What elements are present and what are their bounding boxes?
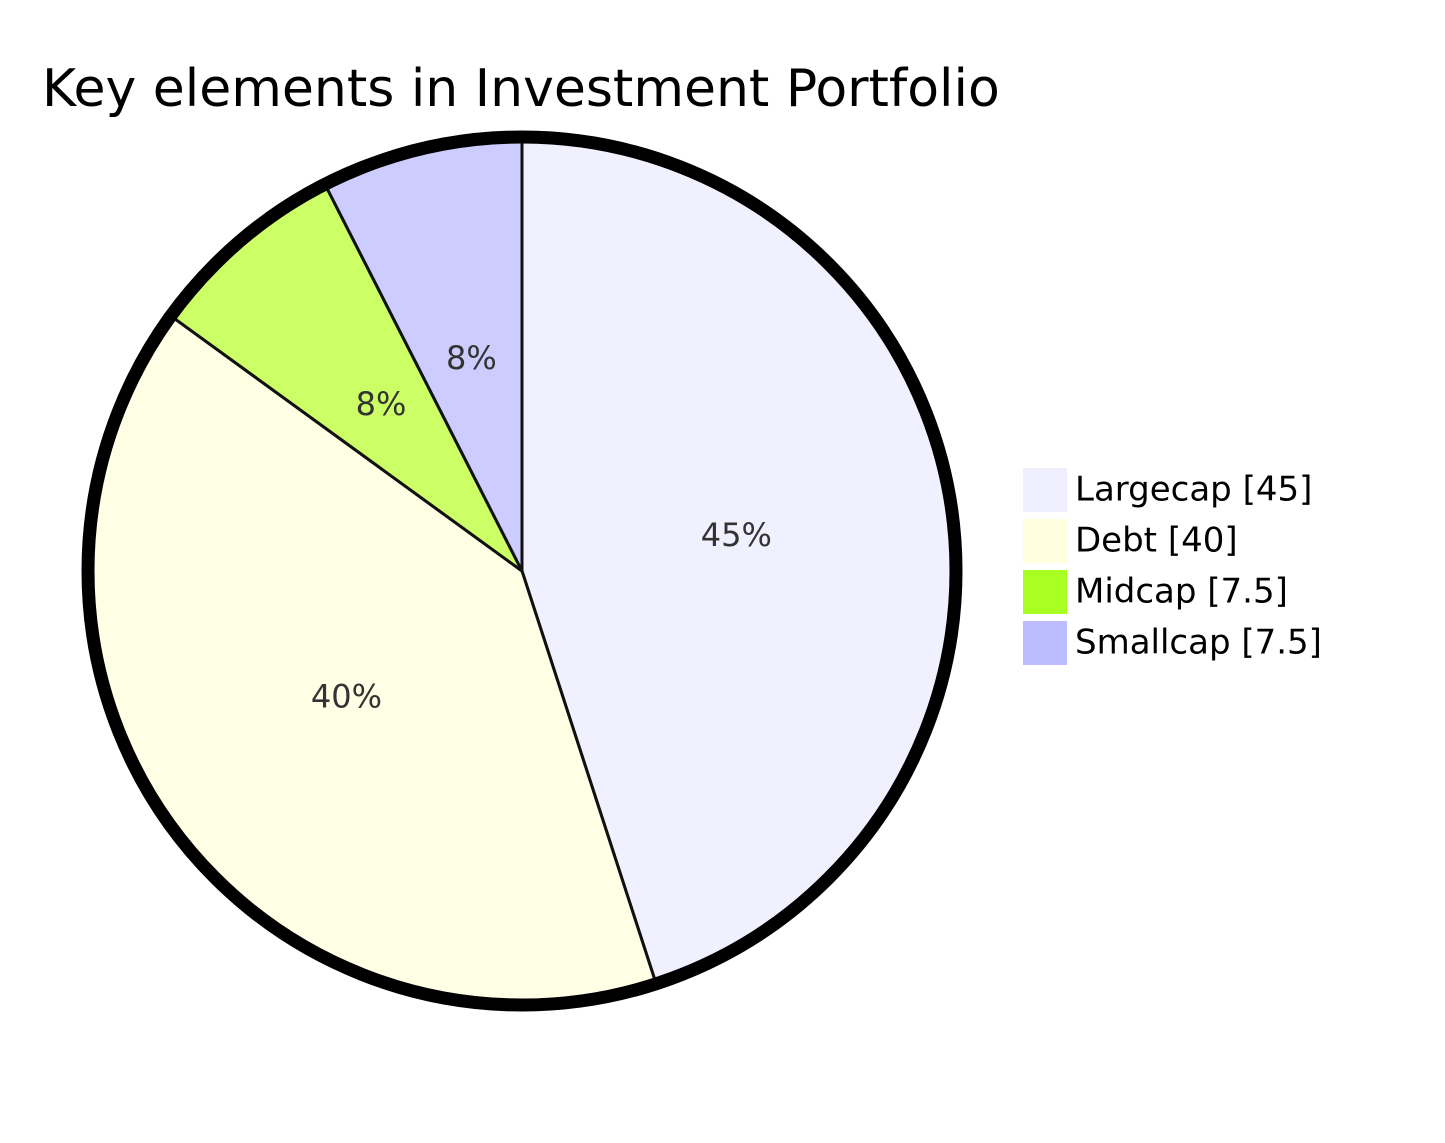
slice-label-smallcap: 8% (446, 339, 497, 377)
legend-label-debt: Debt [40] (1075, 521, 1238, 561)
chart-title: Key elements in Investment Portfolio (42, 59, 1000, 119)
legend-swatch-debt (1023, 519, 1067, 563)
legend-label-largecap: Largecap [45] (1075, 470, 1312, 510)
pie-slices (86, 135, 958, 1007)
legend-label-midcap: Midcap [7.5] (1075, 572, 1288, 612)
slice-label-midcap: 8% (356, 385, 407, 423)
pie-slice-labels: 45% 40% 8% 8% (311, 339, 772, 716)
legend-swatch-midcap (1023, 570, 1067, 614)
legend: Largecap [45] Debt [40] Midcap [7.5] Smallc… (1023, 468, 1322, 665)
legend-swatch-largecap (1023, 468, 1067, 512)
pie-outer-ring (81, 130, 963, 1012)
slice-label-largecap: 45% (701, 516, 772, 554)
legend-label-smallcap: Smallcap [7.5] (1075, 623, 1322, 663)
slice-label-debt: 40% (311, 678, 382, 716)
legend-swatch-smallcap (1023, 621, 1067, 665)
